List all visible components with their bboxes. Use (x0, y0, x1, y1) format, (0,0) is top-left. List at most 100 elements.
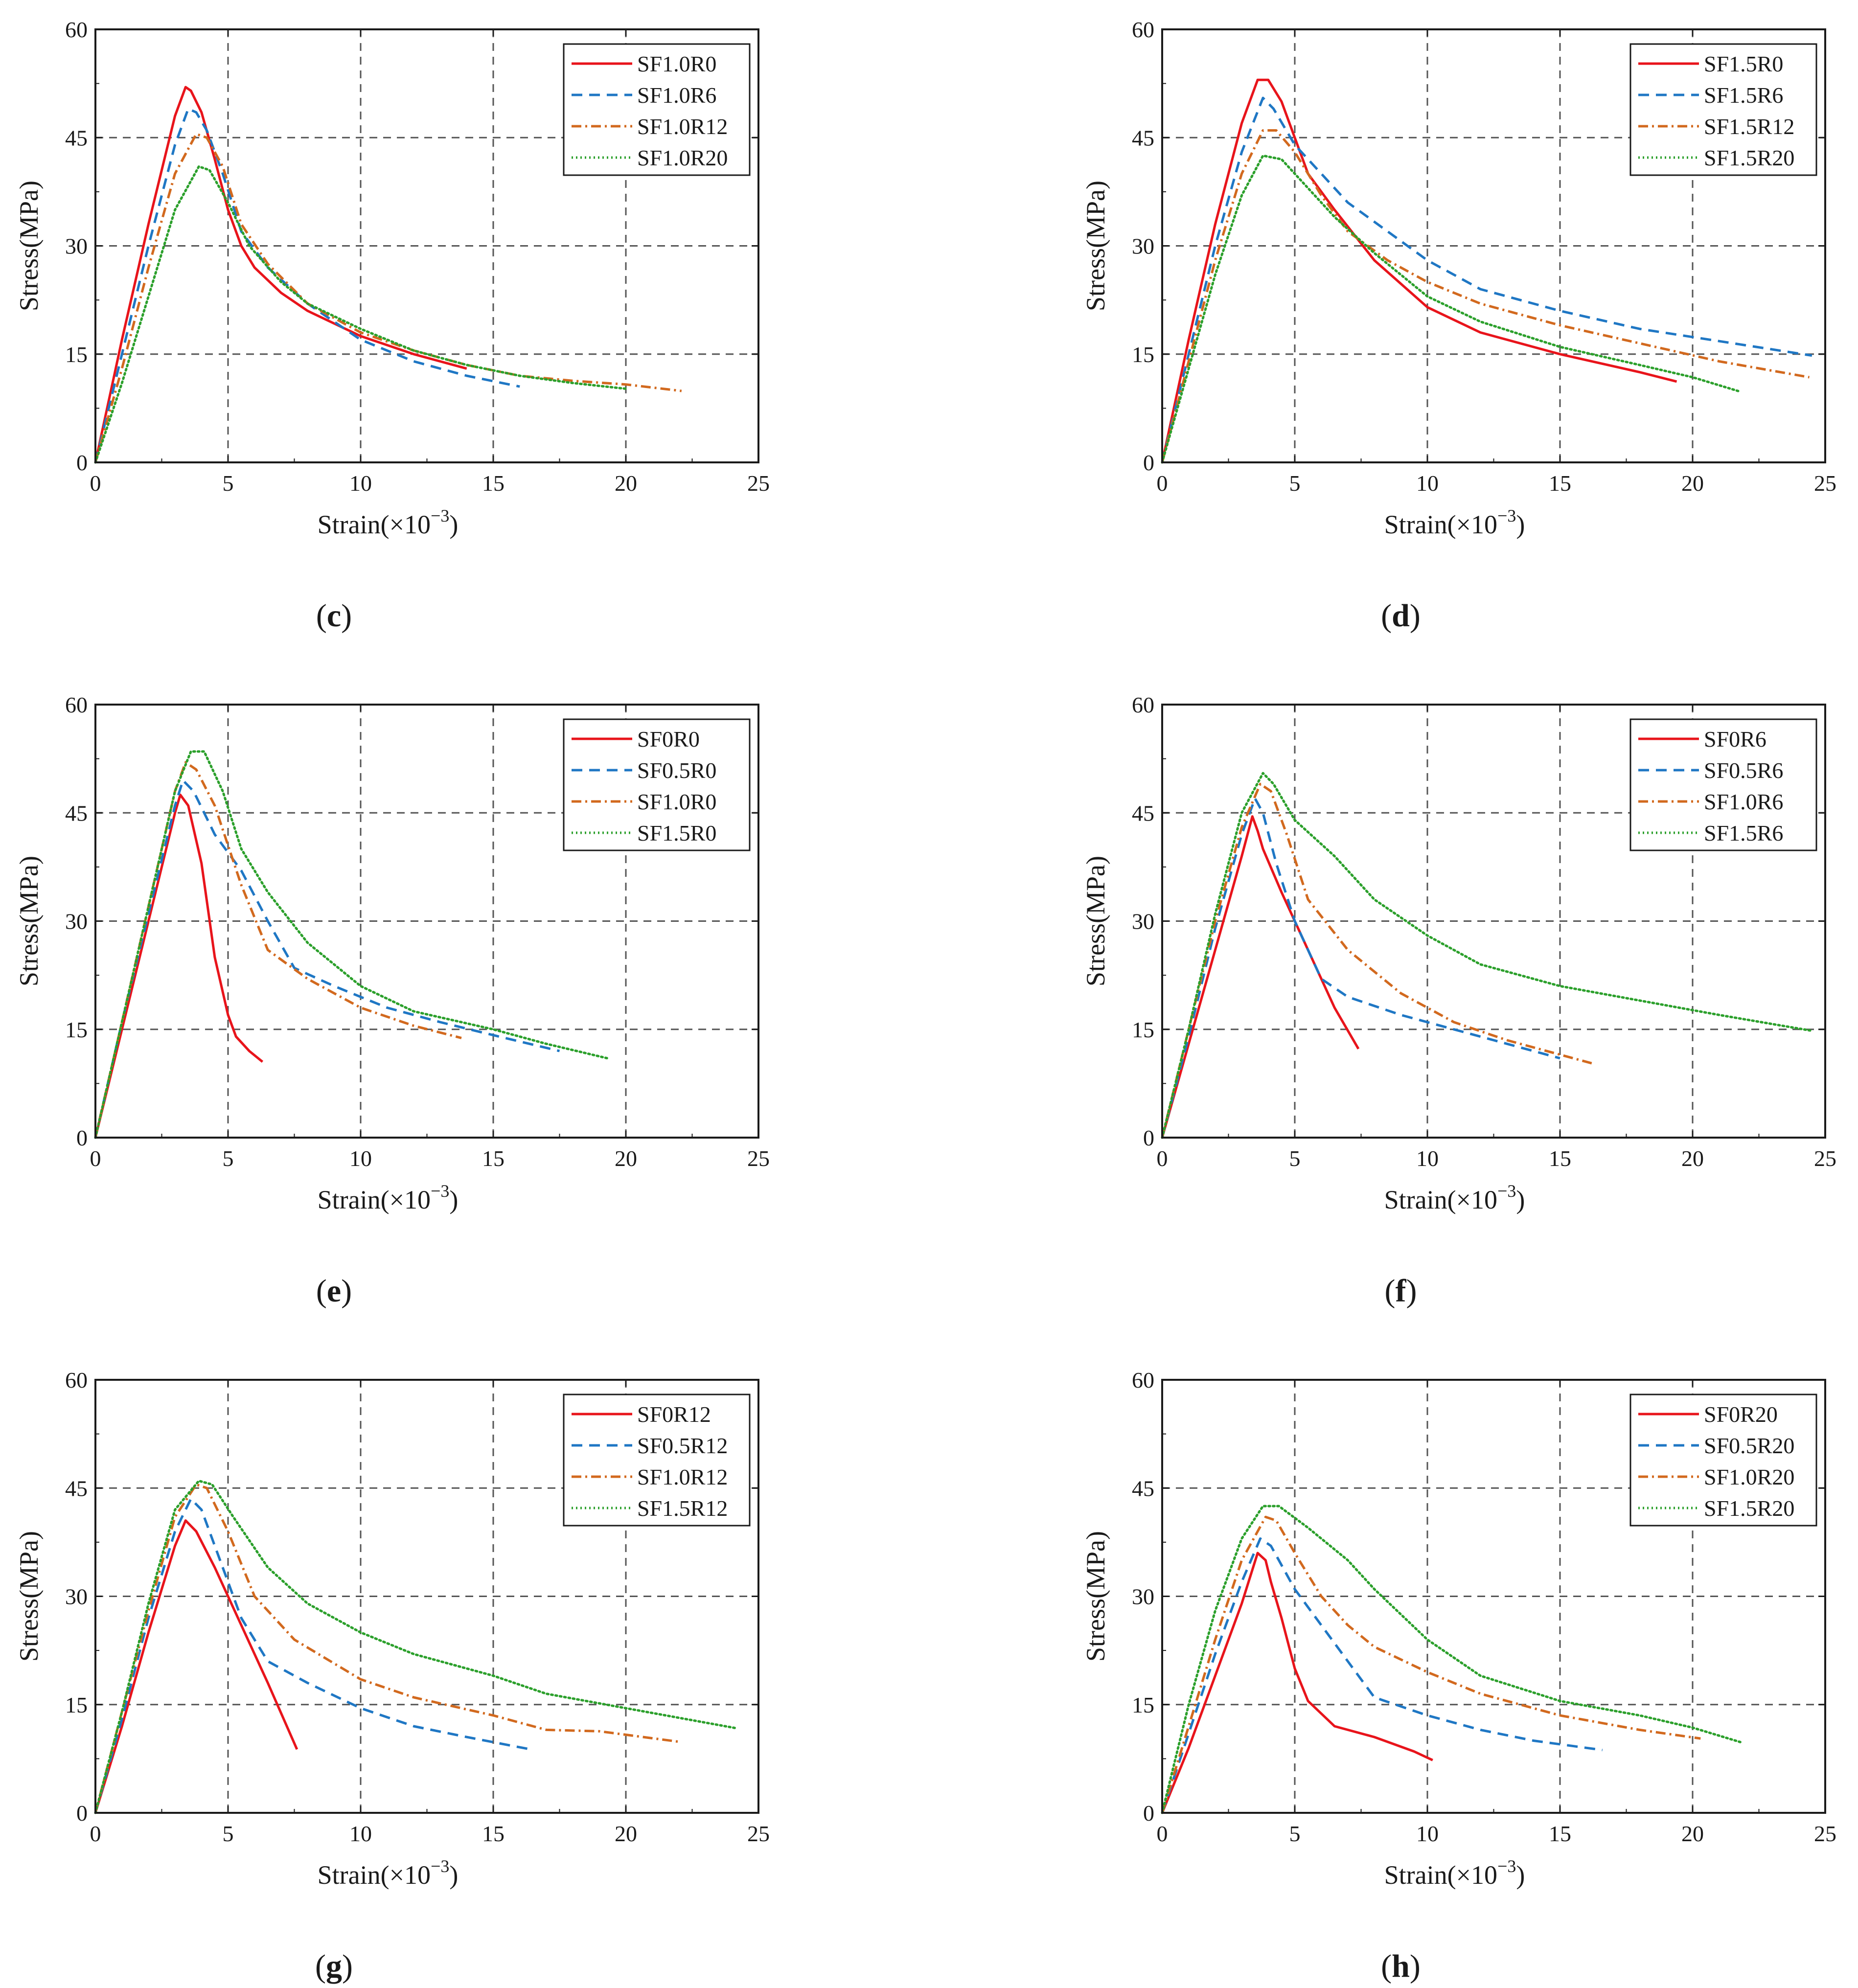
x-tick-label: 5 (223, 1146, 234, 1171)
x-axis-title: Strain(×10−3) (1384, 1181, 1525, 1214)
y-tick-label: 45 (1132, 125, 1154, 150)
legend-entry: SF0.5R0 (637, 758, 716, 783)
x-tick-label: 10 (349, 1146, 372, 1171)
panel-caption-open: ( (316, 1273, 327, 1309)
x-tick-label: 15 (1549, 1821, 1571, 1846)
x-axis-title-exponent: −3 (431, 1856, 449, 1876)
x-tick-label: 20 (615, 1821, 637, 1846)
x-axis-title-main: Strain(×10 (318, 510, 431, 539)
y-tick-label: 30 (1132, 234, 1154, 259)
y-tick-label: 60 (1132, 17, 1154, 42)
x-tick-label: 15 (1549, 1146, 1571, 1171)
y-tick-label: 30 (1132, 909, 1154, 934)
panel-caption-open: ( (1385, 1273, 1396, 1309)
x-axis-title-exponent: −3 (1497, 506, 1516, 526)
y-tick-label: 15 (65, 342, 88, 367)
y-tick-label: 15 (1132, 1692, 1154, 1717)
y-axis-title: Stress(MPa) (14, 1531, 44, 1662)
x-tick-label: 25 (1814, 1146, 1836, 1171)
x-tick-label: 15 (1549, 471, 1571, 496)
panel-caption: (e) (316, 1273, 352, 1309)
panel-caption-close: ) (1406, 1273, 1417, 1309)
y-tick-label: 0 (1143, 1125, 1154, 1150)
series-line-sf1-5r20 (1161, 154, 1742, 464)
series-line-sf1-5r0 (94, 750, 609, 1139)
x-axis-title-close: ) (449, 1860, 458, 1890)
y-tick-label: 60 (1132, 1368, 1154, 1393)
y-tick-label: 60 (65, 17, 88, 42)
x-tick-label: 5 (1289, 1146, 1301, 1171)
x-tick-label: 0 (90, 471, 101, 496)
chart-panel-e: 0 5 10 15 20 25 0 15 30 45 60 Strain(×10−3) Stress(M… (14, 692, 770, 1309)
legend-entry: SF1.5R20 (1704, 1496, 1794, 1521)
x-axis-title-close: ) (1516, 1860, 1525, 1890)
panel-caption-letter: f (1396, 1273, 1407, 1309)
legend-box (563, 43, 751, 176)
x-axis-title: Strain(×10−3) (1384, 506, 1525, 539)
legend-box (563, 1394, 751, 1527)
x-tick-label: 20 (615, 471, 637, 496)
legend-entry: SF1.0R6 (637, 83, 716, 108)
series-line-sf0-5r12 (94, 1497, 531, 1813)
panel-caption-letter: d (1392, 598, 1410, 634)
x-axis-title-main: Strain(×10 (1384, 1860, 1497, 1890)
panel-caption-letter: c (327, 598, 341, 634)
x-axis-title: Strain(×10−3) (1384, 1856, 1525, 1890)
legend-entry: SF1.0R12 (637, 114, 728, 139)
legend-entry: SF1.5R12 (1704, 114, 1794, 139)
legend-entry: SF0.5R20 (1704, 1433, 1794, 1458)
legend-entry: SF1.5R20 (1704, 145, 1794, 170)
x-tick-label: 5 (1289, 1821, 1301, 1846)
y-tick-label: 45 (65, 1476, 88, 1501)
x-tick-label: 0 (1157, 471, 1168, 496)
series-line-sf1-0r0 (94, 761, 462, 1138)
y-tick-label: 45 (1132, 1476, 1154, 1501)
x-tick-label: 10 (1416, 1146, 1439, 1171)
x-tick-label: 25 (747, 471, 770, 496)
panel-caption: (c) (316, 598, 352, 634)
chart-panel-c: 0 5 10 15 20 25 0 15 30 45 60 Strain(×10−3) Stress(M… (14, 17, 770, 634)
x-axis-title: Strain(×10−3) (318, 1856, 459, 1890)
y-tick-label: 0 (76, 450, 88, 475)
x-axis-title-close: ) (449, 510, 458, 539)
x-tick-label: 15 (482, 1146, 505, 1171)
legend-entry: SF1.0R6 (1704, 789, 1783, 814)
x-axis-title-exponent: −3 (1497, 1856, 1516, 1876)
legend-entry: SF0R0 (637, 727, 700, 752)
legend-entry: SF1.5R6 (1704, 821, 1783, 845)
x-tick-label: 25 (747, 1821, 770, 1846)
y-tick-label: 0 (76, 1125, 88, 1150)
x-axis-title-close: ) (449, 1185, 458, 1214)
legend-entry: SF1.5R0 (1704, 51, 1783, 76)
y-tick-label: 30 (1132, 1584, 1154, 1609)
chart-panel-g: 0 5 10 15 20 25 0 15 30 45 60 Strain(×10−3) Stress(M… (14, 1368, 770, 1984)
y-tick-label: 30 (65, 234, 88, 259)
y-axis-title: Stress(MPa) (1081, 181, 1110, 311)
series-line-sf1-5r12 (94, 1480, 739, 1814)
series-line-sf1-0r12 (94, 1483, 682, 1813)
y-tick-label: 45 (65, 800, 88, 825)
series-line-sf1-0r20 (94, 165, 627, 464)
series-line-sf0-5r0 (94, 779, 560, 1138)
series-line-sf0r12 (94, 1519, 298, 1813)
x-axis-title-main: Strain(×10 (1384, 1185, 1497, 1214)
legend-entry: SF0R12 (637, 1402, 711, 1427)
series-line-sf0-5r20 (1161, 1537, 1603, 1813)
legend-entry: SF0R20 (1704, 1402, 1778, 1427)
y-tick-label: 15 (65, 1692, 88, 1717)
y-axis-title: Stress(MPa) (14, 856, 44, 986)
x-tick-label: 0 (1157, 1146, 1168, 1171)
x-tick-label: 10 (1416, 471, 1439, 496)
y-axis-title: Stress(MPa) (1081, 856, 1110, 986)
legend-entry: SF1.5R12 (637, 1496, 728, 1521)
x-tick-label: 10 (349, 1821, 372, 1846)
x-tick-label: 20 (615, 1146, 637, 1171)
y-tick-label: 30 (65, 909, 88, 934)
x-axis-title-exponent: −3 (1497, 1181, 1516, 1201)
panel-caption-close: ) (341, 1273, 352, 1309)
series-line-sf0r6 (1161, 815, 1360, 1138)
x-tick-label: 20 (1681, 1146, 1704, 1171)
series-line-sf1-5r6 (1161, 96, 1812, 463)
x-tick-label: 10 (349, 471, 372, 496)
y-tick-label: 15 (1132, 1017, 1154, 1042)
